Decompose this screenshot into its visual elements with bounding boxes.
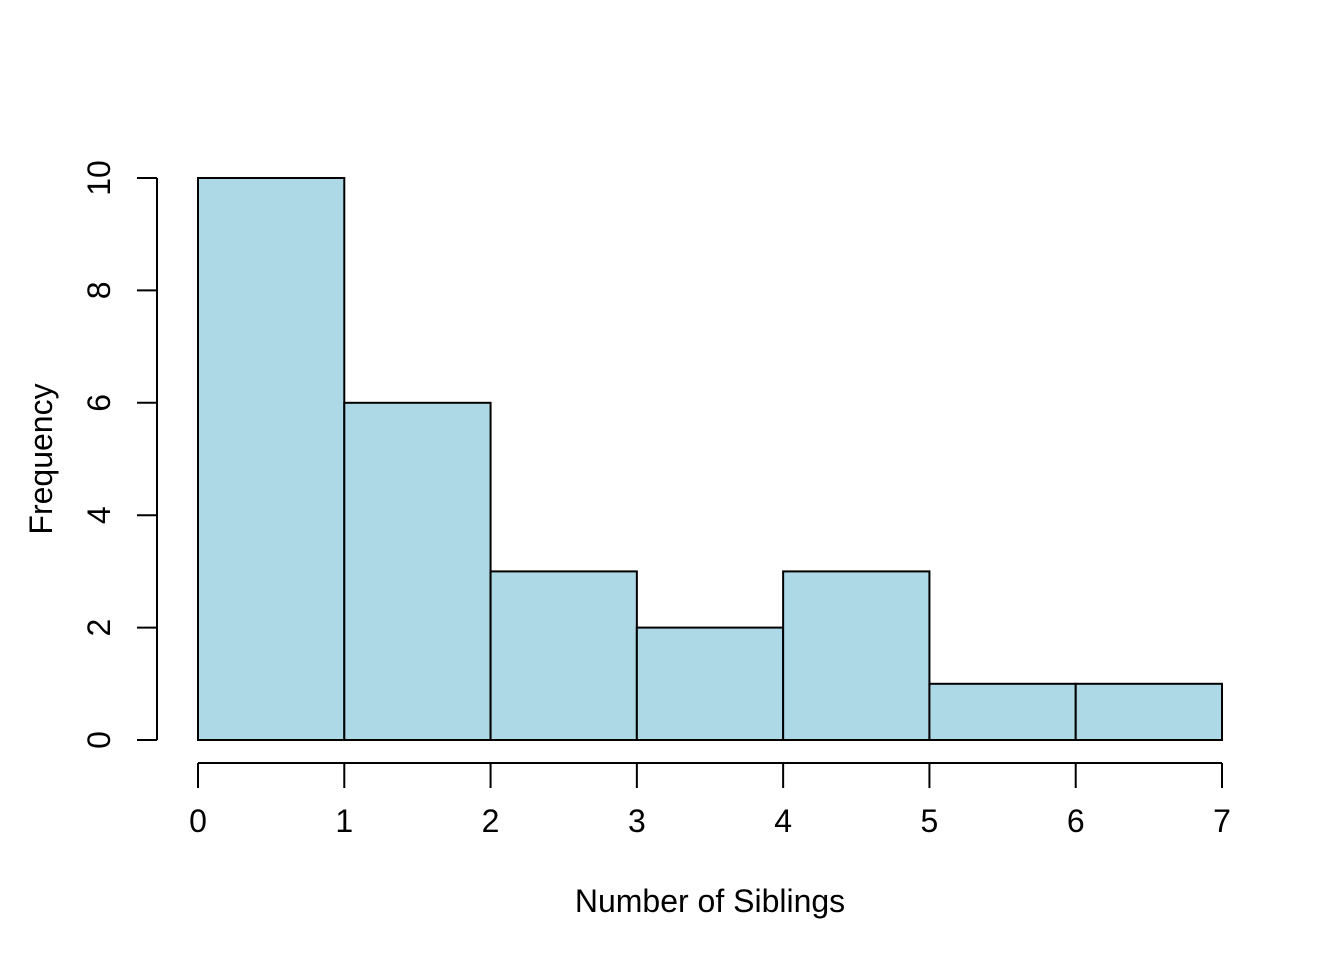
y-axis-tick-label: 0 — [81, 731, 117, 749]
histogram-bar — [197, 177, 346, 741]
y-axis-tick-label: 10 — [81, 160, 117, 196]
y-axis-tick-label: 8 — [81, 282, 117, 300]
x-axis-tick-label: 0 — [189, 803, 207, 839]
x-axis-tick-label: 1 — [335, 803, 353, 839]
y-axis-tick-label: 4 — [81, 506, 117, 524]
histogram-bar — [343, 401, 492, 741]
x-axis-title: Number of Siblings — [575, 883, 845, 919]
y-axis-tick-label: 6 — [81, 394, 117, 412]
x-axis-tick-label: 3 — [628, 803, 646, 839]
histogram-bar — [489, 570, 638, 742]
histogram-bar — [1074, 682, 1223, 741]
x-axis-tick-label: 2 — [482, 803, 500, 839]
histogram-bar — [635, 626, 785, 741]
y-axis-tick-label: 2 — [81, 619, 117, 637]
x-axis-tick-label: 6 — [1067, 803, 1085, 839]
x-axis-tick-label: 5 — [921, 803, 939, 839]
x-axis-tick-label: 4 — [774, 803, 792, 839]
histogram-bar — [928, 682, 1077, 741]
histogram-bar — [782, 570, 931, 742]
y-axis-title: Frequency — [23, 383, 59, 534]
x-axis-tick-label: 7 — [1213, 803, 1231, 839]
